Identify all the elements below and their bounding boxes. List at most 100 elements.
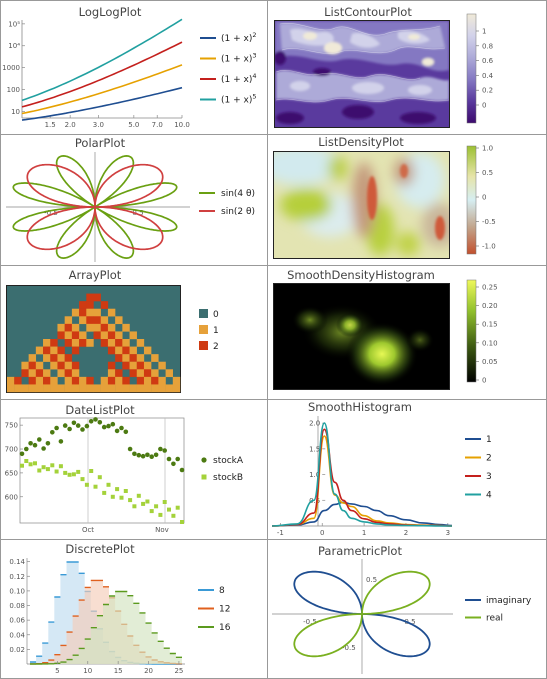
- array-cell: [57, 346, 65, 355]
- datelist-point-stockA: [127, 446, 133, 452]
- array-cell: [143, 376, 152, 385]
- loglog-x-ticks: 1.5 2.0 3.0 5.0 7.0 10.0: [45, 115, 190, 129]
- polar-series: [12, 155, 178, 259]
- datelist-point-stockB: [102, 490, 107, 495]
- datelist-point-stockB: [76, 469, 81, 474]
- array-cell: [115, 316, 123, 325]
- array-legend: 0 1 2: [199, 309, 219, 352]
- array-cell: [107, 361, 116, 370]
- polar-legend-fn: sin: [221, 189, 234, 199]
- array-cell: [71, 346, 80, 355]
- array-cell: [86, 308, 94, 317]
- array-cell: [136, 384, 145, 393]
- parametric-curve-imaginary: [293, 570, 431, 658]
- array-cell: [57, 361, 65, 370]
- datelist-point-stockB: [110, 494, 115, 499]
- loglog-x-tick-label: 7.0: [152, 121, 163, 129]
- datelist-point-stockB: [180, 520, 184, 524]
- datelist-point-stockA: [110, 421, 116, 427]
- datelist-point-stockA: [45, 441, 51, 446]
- datelist-ticks: 750 700 650 600 Oct Nov: [5, 422, 169, 534]
- array-cell: [136, 361, 145, 370]
- datelist-point-stockB: [162, 500, 167, 504]
- datelist-point-stockA: [62, 423, 68, 428]
- loglog-legend-item-exponent: 3: [252, 52, 256, 60]
- colorbar-tick-label: 0.8: [482, 42, 493, 50]
- array-cell: [115, 346, 123, 355]
- datelist-point-stockA: [153, 452, 159, 458]
- array-cell: [151, 384, 159, 393]
- datelist-point-stockB: [63, 470, 68, 475]
- array-cell: [28, 376, 37, 385]
- array-cell: [115, 354, 123, 362]
- array-cell: [129, 354, 137, 362]
- array-cell: [7, 384, 15, 393]
- discrete-y-tick-label: 0.06: [9, 617, 25, 625]
- array-cell: [143, 346, 152, 355]
- array-cell: [64, 376, 73, 385]
- loglog-y-ticks: 10 100 1000 10⁴ 10⁵: [2, 20, 25, 116]
- array-legend-label: 0: [213, 310, 219, 320]
- loglog-x-tick-label: 2.0: [65, 121, 76, 129]
- datelist-point-stockB: [97, 475, 102, 480]
- array-cell: [71, 331, 80, 340]
- loglog-legend-item-label: (1 + x)3: [221, 52, 256, 65]
- datelist-point-stockA: [71, 420, 77, 426]
- polar-tick-label: 0.5: [132, 209, 143, 217]
- array-cell: [129, 331, 137, 340]
- datelist-point-stockB: [84, 482, 89, 487]
- datelist-point-stockA: [136, 452, 142, 458]
- datelist-y-tick-label: 700: [5, 446, 18, 454]
- loglog-y-tick-label: 10: [11, 108, 20, 116]
- array-cell: [64, 369, 73, 378]
- loglog-series-line: [21, 64, 183, 115]
- array-cell: [100, 301, 109, 309]
- colorbar-tick-label: 0.5: [482, 169, 493, 177]
- array-cell: [151, 354, 159, 362]
- datelist-point-stockB: [37, 468, 42, 473]
- smoothhist-x-tick-label: 3: [446, 529, 450, 537]
- array-cell: [50, 361, 58, 370]
- array-cell: [93, 331, 101, 340]
- smoothhist-y-tick-label: 1.0: [309, 471, 320, 479]
- array-cell: [93, 323, 101, 332]
- datelist-legend-label: stockB: [213, 473, 243, 483]
- colorbar-tick-label: 0: [482, 194, 486, 202]
- array-cell: [21, 361, 29, 370]
- array-cell: [129, 346, 137, 355]
- datelist-point-stockB: [45, 467, 50, 472]
- array-cell: [107, 308, 116, 317]
- array-cell: [172, 384, 181, 393]
- array-cell: [79, 384, 87, 393]
- datelist-point-stockB: [141, 501, 146, 506]
- parametric-tick-label: -0.5: [342, 644, 356, 652]
- array-cell: [50, 346, 58, 355]
- array-cell: [136, 354, 145, 362]
- colorbar-tick-label: 1.0: [482, 145, 493, 153]
- datelist-point-stockA: [179, 467, 185, 473]
- array-cell: [71, 308, 80, 317]
- array-cell: [129, 384, 137, 393]
- discrete-legend: 8 12 16: [198, 586, 231, 633]
- array-cell: [136, 339, 145, 347]
- smoothhist-ticks: -1 0 1 2 3 2.0 1.5 1.0 0.5: [277, 420, 450, 537]
- parametric-series: [293, 570, 431, 658]
- array-cell: [100, 316, 109, 325]
- datelist-point-stockB: [175, 505, 180, 510]
- colorbar-tick-label: 0.05: [482, 358, 498, 366]
- discrete-legend-item-label: 16: [219, 623, 231, 633]
- discrete-x-tick-label: 15: [114, 667, 123, 675]
- array-cell: [115, 376, 123, 385]
- listdensity-colorbar-ticks: 1.0 0.5 0 -0.5 -1.0: [476, 145, 496, 251]
- datelist-point-stockA: [166, 456, 172, 462]
- loglog-y-tick-label: 10⁵: [8, 20, 20, 28]
- smoothhist-x-tick-label: 0: [320, 529, 324, 537]
- panel-loglog: LogLogPlot 1.5 2.0 3.0 5.0 7.0 10.0 10 100 1000…: [2, 5, 256, 129]
- discrete-x-tick-label: 25: [174, 667, 183, 675]
- datelist-legend-marker: [201, 474, 207, 480]
- listdensity-colorbar: [466, 145, 477, 255]
- smoothhist-series-line: [271, 501, 453, 527]
- datelist-point-stockA: [145, 452, 150, 458]
- array-cell: [71, 339, 80, 347]
- array-cell: [71, 376, 80, 385]
